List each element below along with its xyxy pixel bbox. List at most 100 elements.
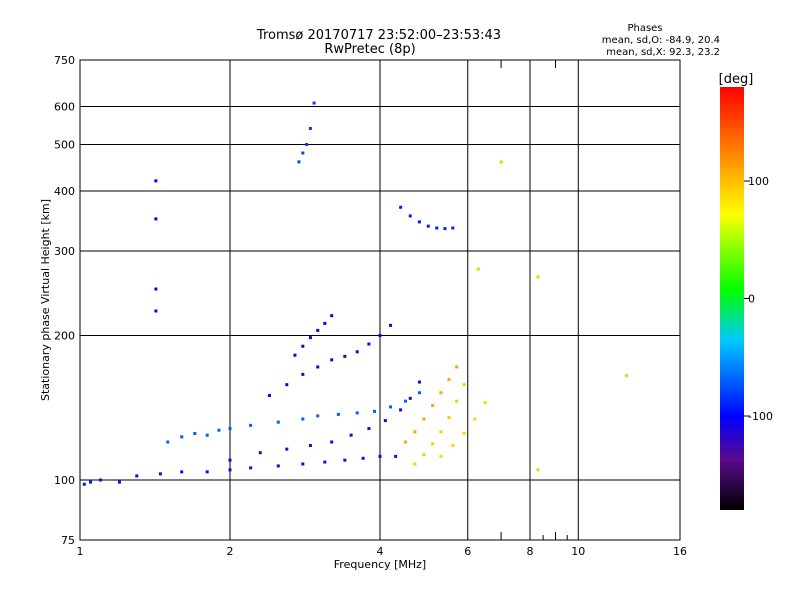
data-point <box>285 383 289 387</box>
y-tick-label: 750 <box>54 54 75 67</box>
data-point <box>180 435 184 439</box>
data-point <box>285 447 289 451</box>
data-point <box>117 480 121 484</box>
data-point <box>455 365 459 369</box>
data-point <box>308 126 312 130</box>
colorbar-tick-label: 0 <box>748 293 755 306</box>
data-point <box>536 468 540 472</box>
data-point <box>135 474 139 478</box>
y-tick-label: 400 <box>54 185 75 198</box>
data-point <box>89 480 93 484</box>
data-point <box>301 151 305 155</box>
colorbar-tick-label: 100 <box>748 175 769 188</box>
data-point <box>625 374 629 378</box>
data-point <box>308 444 312 448</box>
x-tick-label: 4 <box>377 545 384 558</box>
data-point <box>383 419 387 423</box>
data-point <box>330 358 334 362</box>
data-point <box>447 377 451 381</box>
data-point <box>336 412 340 416</box>
data-point <box>312 101 316 105</box>
data-point <box>228 427 232 431</box>
data-point <box>301 372 305 376</box>
data-point <box>431 403 435 407</box>
data-point <box>166 440 170 444</box>
data-point <box>205 470 209 474</box>
y-tick-label: 600 <box>54 101 75 114</box>
data-point <box>473 417 477 421</box>
data-point <box>249 423 253 427</box>
data-point <box>422 453 426 457</box>
data-point <box>399 408 403 412</box>
data-point <box>154 217 158 221</box>
x-tick-label: 2 <box>227 545 234 558</box>
data-point <box>158 472 162 476</box>
data-point <box>431 442 435 446</box>
data-point <box>301 417 305 421</box>
x-tick-label: 16 <box>673 545 687 558</box>
data-point <box>447 415 451 419</box>
y-tick-label: 100 <box>54 474 75 487</box>
data-point <box>403 440 407 444</box>
data-point <box>403 399 407 403</box>
colorbar-tick-label: -100 <box>748 410 773 423</box>
data-point <box>462 383 466 387</box>
data-point <box>417 220 421 224</box>
stats-heading: Phases <box>627 23 662 34</box>
data-point <box>373 409 377 413</box>
chart-subtitle: RwPretec (8p) <box>324 42 415 57</box>
data-point <box>193 432 197 436</box>
data-point <box>343 458 347 462</box>
data-point <box>422 417 426 421</box>
data-point <box>413 462 417 466</box>
data-point <box>451 444 455 448</box>
data-point <box>217 428 221 432</box>
data-point <box>301 344 305 348</box>
data-point <box>308 336 312 340</box>
data-point <box>367 342 371 346</box>
data-point <box>330 440 334 444</box>
data-point <box>228 468 232 472</box>
stats-line-x: mean, sd,X: 92.3, 23.2 <box>606 47 720 58</box>
data-point <box>154 179 158 183</box>
y-axis-label: Stationary phase Virtual Height [km] <box>39 199 52 401</box>
data-point <box>323 460 327 464</box>
data-point <box>228 458 232 462</box>
chart-title: Tromsø 20170717 23:52:00–23:53:43 <box>256 28 501 43</box>
data-point <box>361 456 365 460</box>
x-axis-label: Frequency [MHz] <box>334 558 426 571</box>
y-tick-label: 75 <box>61 534 75 547</box>
data-point <box>435 226 439 230</box>
data-point <box>323 321 327 325</box>
colorbar-label: [deg] <box>719 72 754 87</box>
colorbar <box>720 87 744 510</box>
data-point <box>399 205 403 209</box>
data-point <box>82 482 86 486</box>
data-point <box>451 226 455 230</box>
data-point <box>367 427 371 431</box>
data-point <box>426 224 430 228</box>
data-point <box>249 466 253 470</box>
data-point <box>499 160 503 164</box>
grid-lines <box>79 59 681 541</box>
data-points <box>82 101 629 486</box>
data-point <box>316 328 320 332</box>
data-point <box>408 214 412 218</box>
y-tick-label: 500 <box>54 139 75 152</box>
data-point <box>389 323 393 327</box>
data-point <box>483 401 487 405</box>
data-point <box>276 464 280 468</box>
y-tick-label: 200 <box>54 330 75 343</box>
data-point <box>455 399 459 403</box>
data-point <box>99 478 103 482</box>
data-point <box>476 267 480 271</box>
data-point <box>316 414 320 418</box>
data-point <box>343 354 347 358</box>
data-point <box>297 160 301 164</box>
data-point <box>462 432 466 436</box>
stats-line-o: mean, sd,O: -84.9, 20.4 <box>602 35 720 46</box>
data-point <box>394 454 398 458</box>
x-tick-label: 6 <box>464 545 471 558</box>
data-point <box>316 365 320 369</box>
